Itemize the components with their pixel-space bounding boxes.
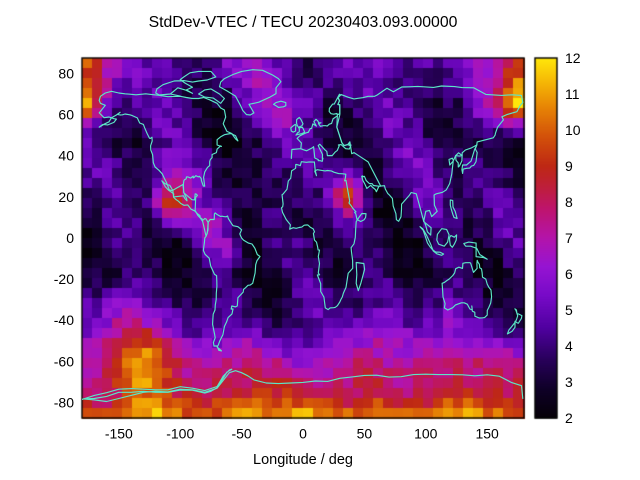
svg-text:12: 12 xyxy=(565,50,581,66)
svg-text:-40: -40 xyxy=(54,312,74,328)
svg-text:7: 7 xyxy=(565,230,573,246)
svg-text:-80: -80 xyxy=(54,394,74,410)
svg-text:8: 8 xyxy=(565,194,573,210)
svg-text:2: 2 xyxy=(565,410,573,426)
svg-text:-100: -100 xyxy=(166,426,194,442)
svg-text:150: 150 xyxy=(475,426,499,442)
svg-text:60: 60 xyxy=(58,106,74,122)
svg-text:3: 3 xyxy=(565,374,573,390)
svg-text:50: 50 xyxy=(357,426,373,442)
svg-text:80: 80 xyxy=(58,65,74,81)
svg-text:20: 20 xyxy=(58,189,74,205)
svg-text:100: 100 xyxy=(414,426,438,442)
svg-text:11: 11 xyxy=(565,86,580,102)
svg-text:-150: -150 xyxy=(105,426,133,442)
svg-text:10: 10 xyxy=(565,122,581,138)
svg-text:4: 4 xyxy=(565,338,573,354)
svg-text:-50: -50 xyxy=(231,426,251,442)
svg-text:0: 0 xyxy=(299,426,307,442)
svg-text:5: 5 xyxy=(565,302,573,318)
svg-text:6: 6 xyxy=(565,266,573,282)
svg-text:-20: -20 xyxy=(54,271,74,287)
svg-text:-60: -60 xyxy=(54,353,74,369)
svg-text:40: 40 xyxy=(58,148,74,164)
svg-text:9: 9 xyxy=(565,158,573,174)
